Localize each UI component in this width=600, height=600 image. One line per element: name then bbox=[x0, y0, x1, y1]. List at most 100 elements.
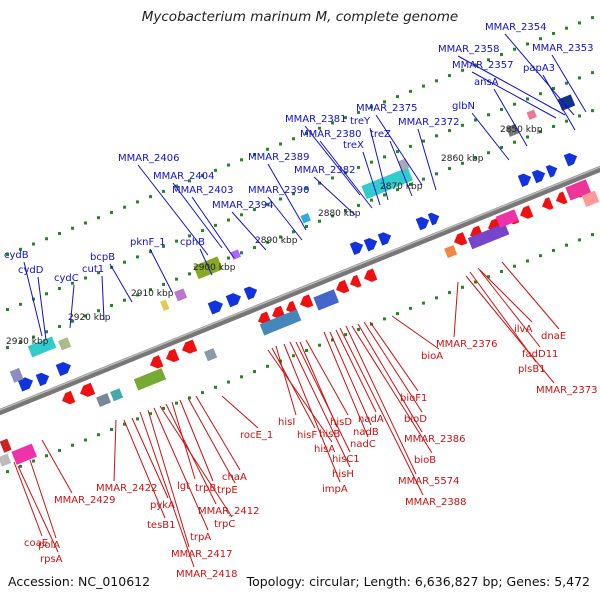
reverse-gene-label[interactable]: bioA bbox=[421, 351, 443, 362]
reverse-gene-arrow[interactable] bbox=[78, 382, 96, 399]
feature-block[interactable] bbox=[204, 348, 218, 362]
reverse-gene-label[interactable]: hisH bbox=[332, 469, 354, 480]
reverse-gene-label[interactable]: hisD bbox=[330, 417, 352, 428]
reverse-gene-label[interactable]: MMAR_2417 bbox=[171, 549, 233, 560]
reverse-gene-label[interactable]: hisA bbox=[314, 444, 335, 455]
reverse-gene-label[interactable]: plsB1 bbox=[518, 364, 546, 375]
forward-gene-arrow[interactable] bbox=[363, 236, 380, 252]
forward-gene-label[interactable]: cydB bbox=[4, 250, 29, 261]
reverse-gene-label[interactable]: hisI bbox=[278, 417, 295, 428]
forward-gene-label[interactable]: MMAR_2353 bbox=[532, 43, 594, 54]
forward-gene-arrow[interactable] bbox=[545, 163, 560, 178]
forward-gene-arrow[interactable] bbox=[563, 151, 580, 167]
reverse-gene-label[interactable]: trpE bbox=[217, 485, 238, 496]
forward-gene-arrow[interactable] bbox=[243, 284, 260, 300]
forward-gene-label[interactable]: ansA bbox=[474, 77, 499, 88]
forward-gene-label[interactable]: treX bbox=[343, 140, 364, 151]
reverse-gene-arrow[interactable] bbox=[148, 355, 164, 371]
forward-gene-label[interactable]: cydD bbox=[18, 265, 44, 276]
reverse-gene-arrow[interactable] bbox=[518, 205, 534, 221]
reverse-gene-label[interactable]: bioD bbox=[404, 414, 427, 425]
forward-gene-arrow[interactable] bbox=[207, 298, 225, 315]
feature-block[interactable] bbox=[110, 388, 124, 402]
reverse-gene-arrow[interactable] bbox=[554, 191, 568, 207]
forward-gene-label[interactable]: MMAR_2403 bbox=[172, 185, 234, 196]
reverse-gene-label[interactable]: hisC1 bbox=[332, 454, 360, 465]
feature-block[interactable] bbox=[193, 256, 223, 280]
forward-gene-label[interactable]: MMAR_2381 bbox=[285, 114, 347, 125]
reverse-gene-label[interactable]: polA bbox=[38, 540, 60, 551]
reverse-gene-label[interactable]: MMAR_2376 bbox=[436, 339, 498, 350]
reverse-gene-label[interactable]: nadC bbox=[350, 439, 376, 450]
reverse-gene-arrow[interactable] bbox=[164, 348, 180, 365]
feature-block[interactable] bbox=[133, 368, 167, 391]
feature-block[interactable] bbox=[0, 438, 12, 453]
reverse-gene-arrow[interactable] bbox=[334, 279, 350, 296]
feature-block[interactable] bbox=[467, 223, 510, 250]
forward-gene-arrow[interactable] bbox=[415, 215, 432, 231]
reverse-gene-arrow[interactable] bbox=[180, 339, 198, 355]
reverse-gene-label[interactable]: lgt bbox=[177, 481, 190, 492]
forward-gene-label[interactable]: MMAR_2390 bbox=[248, 185, 310, 196]
feature-block[interactable] bbox=[27, 336, 57, 358]
forward-gene-label[interactable]: glbN bbox=[452, 101, 475, 112]
forward-gene-arrow[interactable] bbox=[17, 375, 35, 392]
feature-block[interactable] bbox=[444, 244, 458, 259]
reverse-gene-label[interactable]: trpB bbox=[195, 483, 216, 494]
reverse-gene-label[interactable]: MMAR_2418 bbox=[176, 569, 238, 580]
forward-gene-label[interactable]: bcpB bbox=[90, 252, 115, 263]
forward-gene-label[interactable]: MMAR_2375 bbox=[356, 103, 418, 114]
forward-gene-label[interactable]: MMAR_2389 bbox=[248, 152, 310, 163]
forward-gene-label[interactable]: MMAR_2357 bbox=[452, 60, 514, 71]
reverse-gene-label[interactable]: ilvA bbox=[514, 324, 532, 335]
feature-block[interactable] bbox=[495, 209, 519, 228]
reverse-gene-label[interactable]: MMAR_2429 bbox=[54, 495, 116, 506]
feature-block[interactable] bbox=[565, 179, 592, 201]
forward-gene-arrow[interactable] bbox=[35, 371, 52, 387]
feature-block[interactable] bbox=[174, 288, 188, 302]
feature-block[interactable] bbox=[0, 453, 12, 467]
forward-gene-arrow[interactable] bbox=[531, 168, 548, 184]
forward-gene-label[interactable]: MMAR_2380 bbox=[300, 129, 362, 140]
reverse-gene-label[interactable]: MMAR_2422 bbox=[96, 483, 158, 494]
reverse-gene-label[interactable]: chaA bbox=[222, 472, 247, 483]
feature-block[interactable] bbox=[58, 337, 72, 351]
feature-block[interactable] bbox=[557, 94, 576, 111]
feature-block[interactable] bbox=[526, 109, 537, 120]
forward-gene-label[interactable]: cydC bbox=[54, 273, 79, 284]
forward-gene-arrow[interactable] bbox=[225, 291, 243, 308]
feature-block[interactable] bbox=[259, 309, 302, 336]
forward-gene-arrow[interactable] bbox=[377, 230, 394, 246]
reverse-gene-label[interactable]: dnaE bbox=[541, 331, 566, 342]
forward-gene-arrow[interactable] bbox=[427, 211, 442, 226]
reverse-gene-label[interactable]: rocE_1 bbox=[240, 430, 273, 441]
forward-gene-arrow[interactable] bbox=[517, 171, 534, 187]
feature-block[interactable] bbox=[11, 443, 38, 465]
forward-gene-label[interactable]: MMAR_2404 bbox=[153, 171, 215, 182]
forward-gene-arrow[interactable] bbox=[349, 239, 366, 256]
reverse-gene-arrow[interactable] bbox=[60, 390, 76, 407]
reverse-gene-label[interactable]: coaE bbox=[24, 538, 48, 549]
reverse-gene-label[interactable]: bioB bbox=[414, 455, 436, 466]
forward-gene-label[interactable]: cphB bbox=[180, 237, 205, 248]
reverse-gene-label[interactable]: rpsA bbox=[40, 554, 63, 565]
forward-gene-label[interactable]: cut1 bbox=[82, 264, 104, 275]
feature-block[interactable] bbox=[581, 190, 600, 208]
forward-gene-label[interactable]: pknF_1 bbox=[130, 237, 166, 248]
reverse-gene-arrow[interactable] bbox=[348, 274, 362, 290]
forward-gene-label[interactable]: treZ bbox=[370, 129, 391, 140]
reverse-gene-label[interactable]: MMAR_2386 bbox=[404, 434, 466, 445]
reverse-gene-label[interactable]: hisB bbox=[319, 429, 340, 440]
reverse-gene-arrow[interactable] bbox=[362, 268, 378, 285]
forward-gene-label[interactable]: MMAR_2372 bbox=[398, 117, 460, 128]
reverse-gene-label[interactable]: impA bbox=[322, 484, 348, 495]
reverse-gene-label[interactable]: MMAR_2388 bbox=[405, 497, 467, 508]
reverse-gene-label[interactable]: MMAR_5574 bbox=[398, 476, 460, 487]
reverse-gene-label[interactable]: tesB1 bbox=[147, 520, 176, 531]
forward-gene-label[interactable]: MMAR_2382 bbox=[294, 165, 356, 176]
forward-gene-label[interactable]: MMAR_2354 bbox=[485, 22, 547, 33]
feature-block[interactable] bbox=[9, 367, 24, 383]
reverse-gene-arrow[interactable] bbox=[452, 232, 468, 248]
forward-gene-label[interactable]: treY bbox=[350, 116, 371, 127]
reverse-gene-label[interactable]: trpA bbox=[190, 532, 211, 543]
